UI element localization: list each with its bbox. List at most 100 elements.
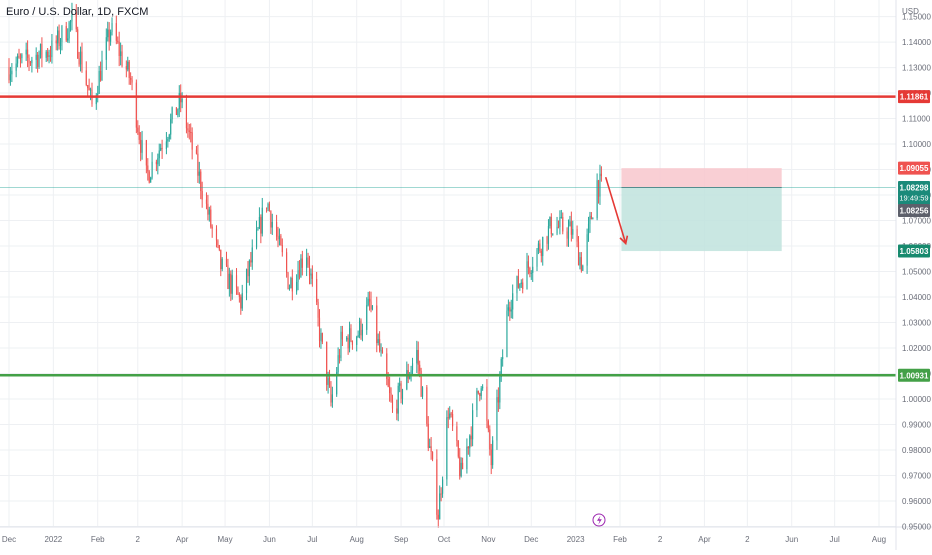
candle	[400, 380, 402, 404]
candle	[590, 212, 592, 220]
candle-body	[38, 54, 40, 67]
event-icon[interactable]	[592, 513, 606, 527]
candle-body	[148, 171, 150, 183]
x-tick-label: Apr	[698, 535, 711, 544]
candle-body	[482, 386, 484, 389]
candle-body	[410, 370, 412, 376]
candle	[460, 457, 462, 478]
candle-body	[499, 376, 501, 403]
candle	[281, 238, 283, 257]
candle	[371, 305, 374, 311]
candle-body	[98, 70, 100, 94]
candle-body	[456, 426, 458, 442]
candle	[38, 50, 40, 69]
candle-body	[58, 30, 60, 47]
candle	[88, 78, 90, 91]
candle	[552, 233, 554, 236]
candle	[9, 66, 12, 86]
candle-body	[235, 275, 238, 288]
candle-body	[105, 37, 107, 60]
candle	[599, 164, 601, 205]
candle	[225, 251, 228, 268]
candle	[238, 292, 240, 303]
candle-body	[298, 270, 301, 278]
candle	[482, 384, 484, 391]
candle	[440, 487, 442, 502]
arrow-head	[619, 235, 629, 246]
candle	[188, 123, 190, 140]
candle-body	[389, 386, 391, 394]
x-tick-label: 2	[658, 535, 663, 544]
candle-body	[115, 23, 117, 41]
candle	[360, 318, 362, 340]
candle	[597, 179, 600, 204]
candle-body	[107, 29, 109, 38]
candle	[497, 387, 499, 412]
candle	[359, 317, 361, 339]
candle-body	[165, 141, 167, 150]
candle	[526, 252, 528, 290]
candle	[120, 42, 122, 66]
candle	[111, 17, 113, 36]
candle-body	[111, 23, 113, 32]
candle	[137, 120, 139, 135]
candle	[48, 49, 50, 64]
candle	[547, 219, 550, 250]
candle-body	[68, 22, 70, 39]
candle	[49, 45, 52, 62]
candle	[19, 53, 22, 68]
candle	[121, 44, 123, 68]
candle	[255, 220, 258, 250]
candle	[450, 411, 452, 418]
candle-body	[217, 240, 219, 245]
candle	[340, 325, 342, 362]
candle	[426, 385, 428, 427]
candle-body	[510, 309, 512, 312]
candle-body	[48, 55, 50, 58]
candle-body	[419, 364, 421, 371]
candle	[560, 209, 562, 219]
candle	[221, 257, 223, 272]
candle	[15, 56, 17, 78]
candle-body	[426, 387, 428, 424]
candle	[566, 227, 568, 247]
candle-body	[572, 229, 574, 235]
candle-body	[409, 375, 411, 379]
candle	[178, 85, 180, 118]
candle	[556, 216, 558, 236]
candle-body	[386, 353, 388, 380]
candle-body	[390, 393, 392, 401]
y-tick-label: 0.97000	[902, 471, 931, 480]
candle-body	[327, 378, 329, 385]
candle	[39, 43, 42, 59]
candle-body	[348, 328, 351, 349]
candle-body	[579, 257, 581, 266]
candle-body	[177, 109, 179, 116]
candle	[77, 26, 79, 59]
candle-body	[69, 21, 72, 23]
candle-body	[19, 58, 22, 60]
candle	[35, 47, 37, 69]
candle	[71, 2, 73, 31]
x-tick-label: Dec	[524, 535, 538, 544]
stop-loss-price-tag-bg	[898, 161, 930, 175]
candle-body	[440, 493, 442, 495]
candle-body	[238, 294, 240, 297]
candle	[321, 332, 323, 345]
candle-body	[290, 277, 292, 288]
candle	[399, 377, 401, 393]
candle	[431, 451, 434, 462]
horizontal-levels	[0, 95, 896, 377]
resistance-price-tag: 1.11861	[898, 90, 930, 104]
candle	[8, 58, 10, 84]
candle	[529, 266, 531, 278]
candle	[429, 438, 431, 449]
candle	[250, 251, 252, 267]
candle	[470, 426, 472, 447]
candle	[220, 249, 222, 277]
candle-body	[436, 459, 438, 515]
candle	[175, 107, 177, 116]
candle	[147, 158, 149, 181]
